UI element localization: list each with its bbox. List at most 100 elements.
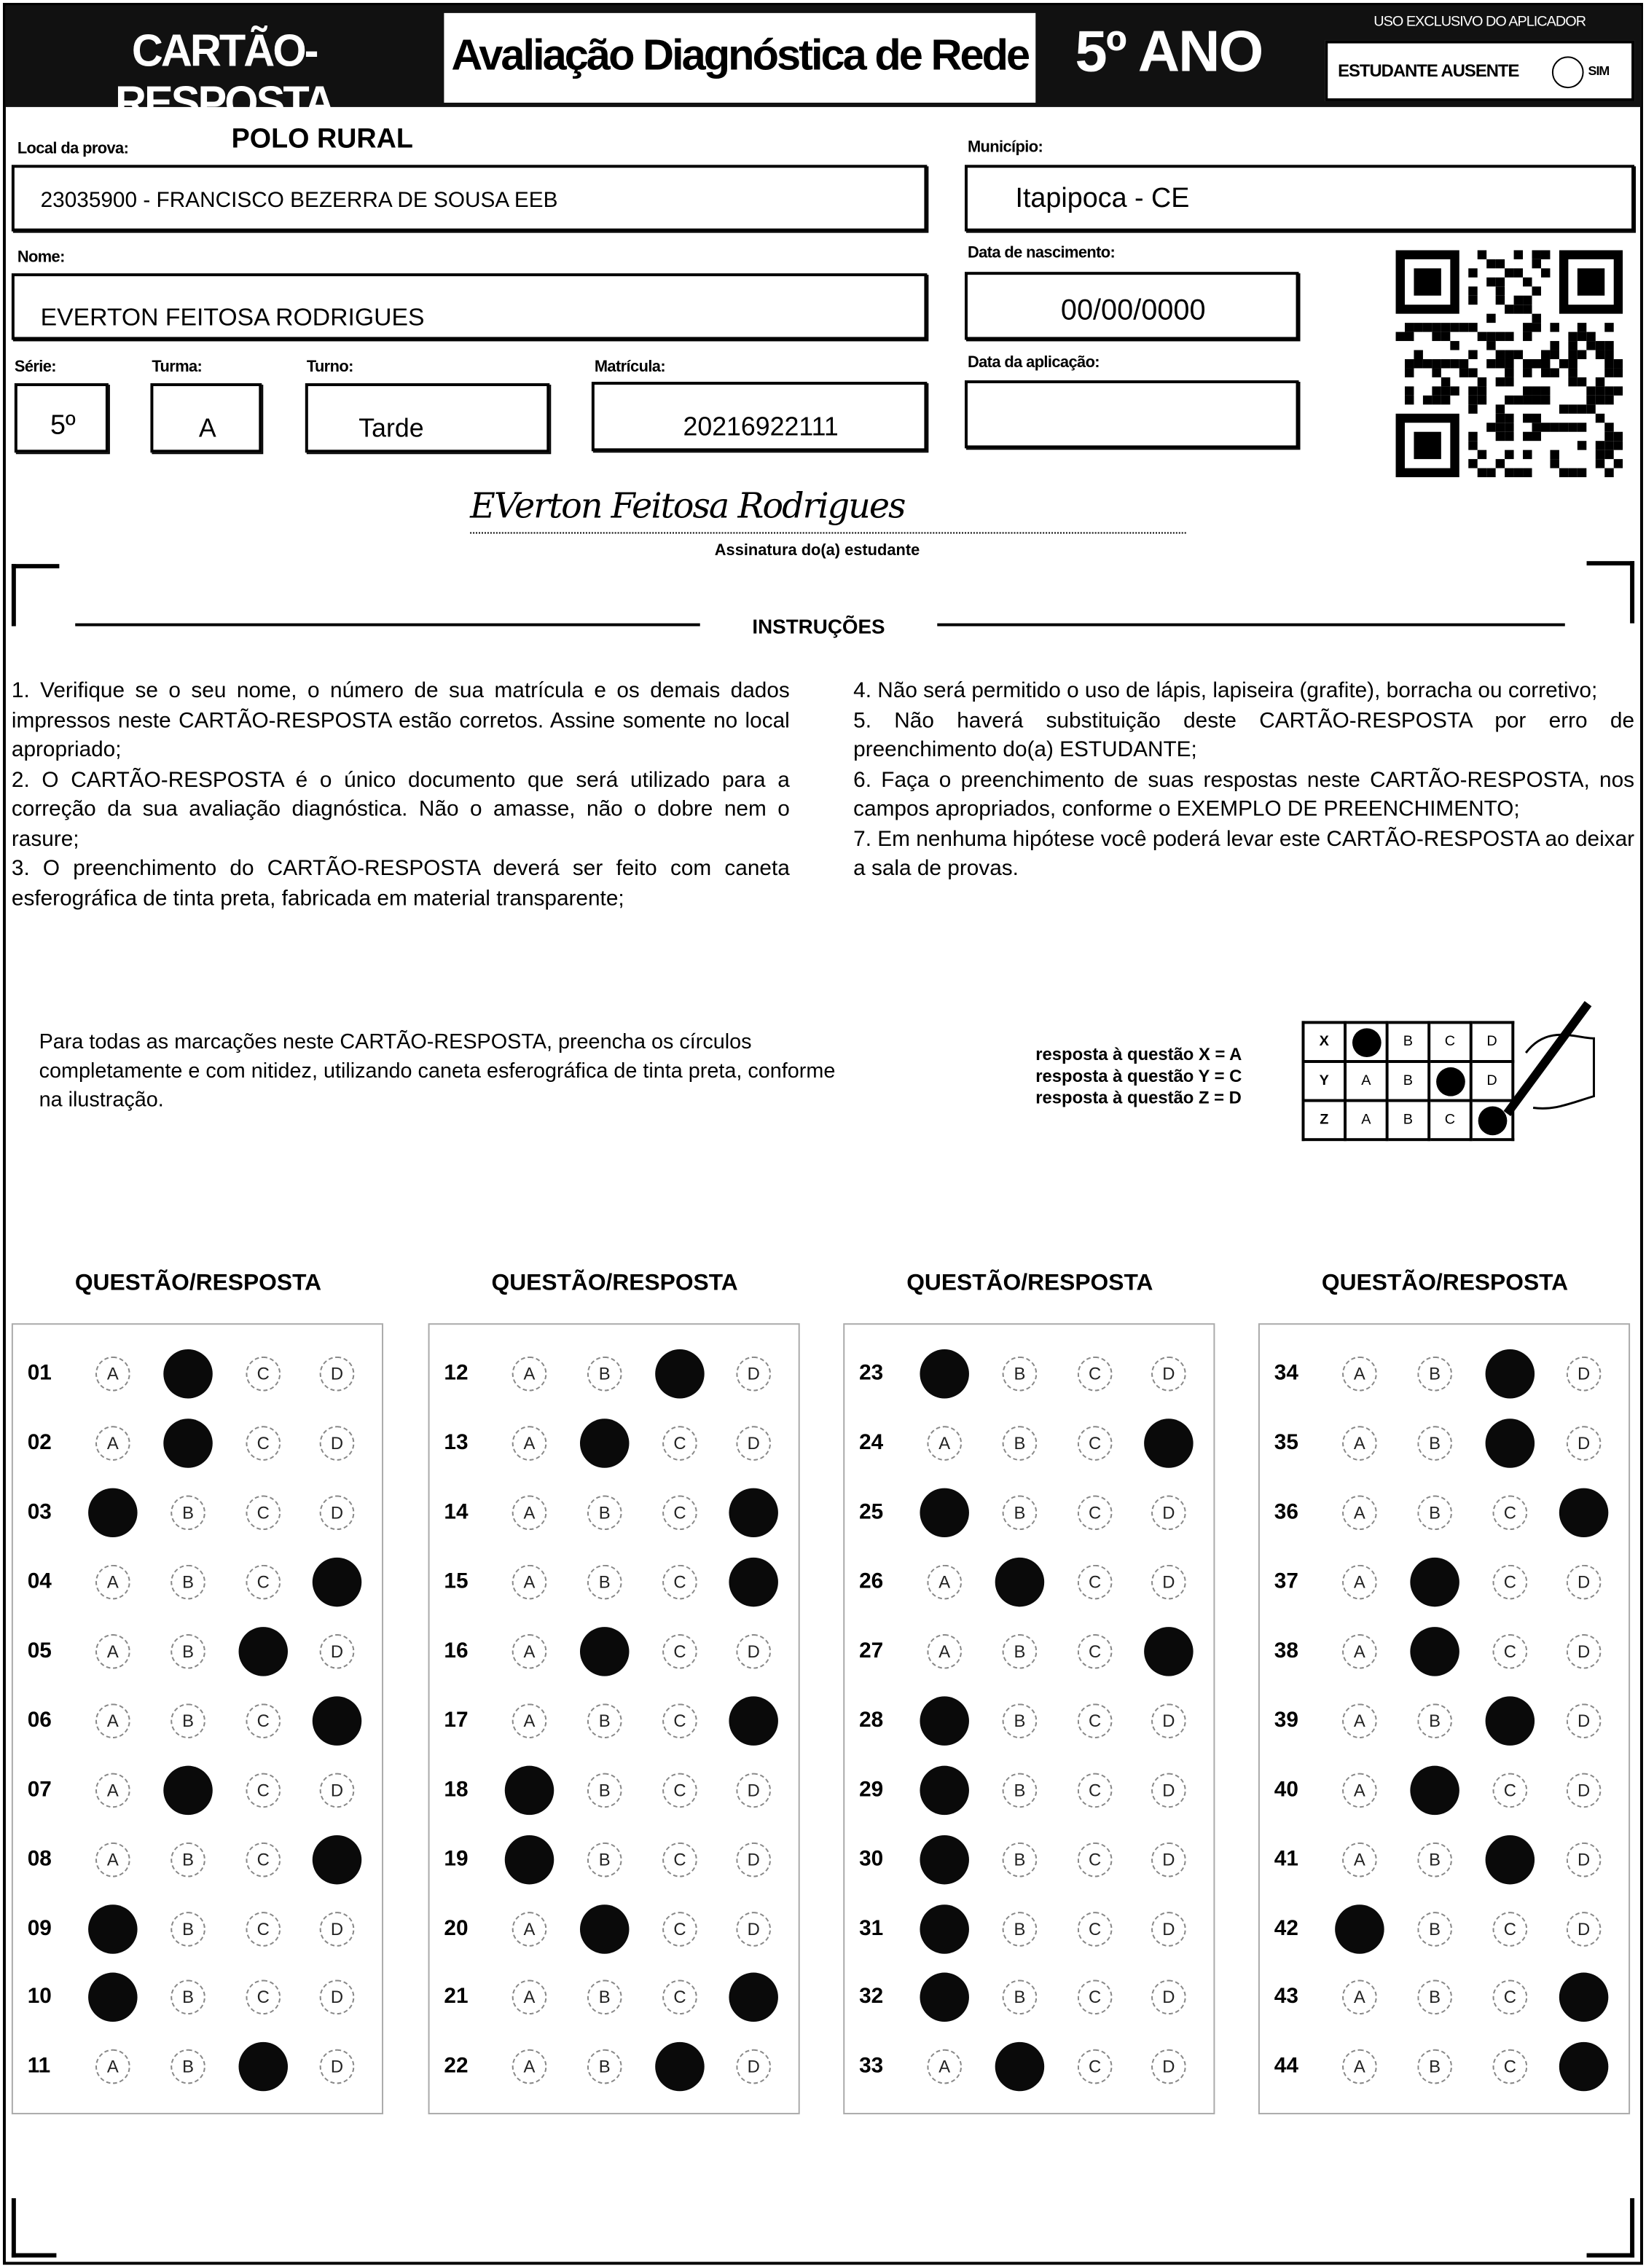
answer-bubble-c[interactable]: C [246, 1912, 281, 1947]
answer-bubble-b-filled[interactable] [1410, 1557, 1459, 1607]
answer-bubble-a[interactable]: A [95, 1703, 130, 1738]
answer-bubble-c[interactable]: C [1077, 1842, 1113, 1877]
answer-bubble-c[interactable]: C [662, 1564, 697, 1600]
answer-bubble-d[interactable]: D [736, 1426, 772, 1461]
answer-bubble-b[interactable]: B [171, 1564, 205, 1600]
answer-bubble-b-filled[interactable] [1410, 1627, 1459, 1676]
answer-bubble-a[interactable]: A [512, 1356, 547, 1392]
answer-bubble-b[interactable]: B [1002, 1912, 1038, 1947]
answer-bubble-c-filled[interactable] [1485, 1349, 1535, 1399]
answer-bubble-a[interactable]: A [512, 1634, 547, 1669]
answer-bubble-c[interactable]: C [1492, 1979, 1528, 2015]
answer-bubble-d[interactable]: D [319, 1912, 355, 1947]
answer-bubble-c[interactable]: C [1077, 1703, 1113, 1738]
answer-bubble-b[interactable]: B [1417, 2049, 1452, 2084]
answer-bubble-c[interactable]: C [1077, 1495, 1113, 1531]
answer-bubble-b-filled[interactable] [579, 1627, 630, 1676]
answer-bubble-c[interactable]: C [662, 1842, 697, 1877]
answer-bubble-d[interactable]: D [319, 1773, 355, 1808]
answer-bubble-d[interactable]: D [1151, 1495, 1186, 1531]
answer-bubble-a[interactable]: A [95, 1842, 130, 1877]
answer-bubble-c[interactable]: C [246, 1842, 281, 1877]
answer-bubble-c-filled[interactable] [655, 1349, 705, 1399]
answer-bubble-c-filled[interactable] [1485, 1419, 1535, 1468]
answer-bubble-c[interactable]: C [1077, 1356, 1113, 1392]
answer-bubble-d[interactable]: D [319, 1426, 355, 1461]
answer-bubble-a-filled[interactable] [88, 1904, 138, 1954]
answer-bubble-d[interactable]: D [736, 1356, 772, 1392]
answer-bubble-d-filled[interactable] [1559, 1488, 1609, 1538]
answer-bubble-c[interactable]: C [246, 1564, 281, 1600]
answer-bubble-d[interactable]: D [319, 1356, 355, 1392]
answer-bubble-a[interactable]: A [512, 1426, 547, 1461]
answer-bubble-a[interactable]: A [95, 1426, 130, 1461]
answer-bubble-b-filled[interactable] [995, 2041, 1045, 2092]
answer-bubble-d[interactable]: D [736, 1773, 772, 1808]
answer-bubble-c-filled[interactable] [655, 2041, 705, 2092]
answer-bubble-d[interactable]: D [1151, 1356, 1186, 1392]
answer-bubble-b[interactable]: B [1002, 1703, 1038, 1738]
answer-bubble-c[interactable]: C [1492, 1634, 1528, 1669]
answer-bubble-b[interactable]: B [587, 1773, 622, 1808]
answer-bubble-d[interactable]: D [1566, 1703, 1602, 1738]
answer-bubble-a-filled[interactable] [920, 1835, 969, 1885]
answer-bubble-d-filled[interactable] [729, 1488, 778, 1538]
answer-bubble-b-filled[interactable] [163, 1765, 213, 1816]
answer-bubble-d[interactable]: D [1151, 1564, 1186, 1600]
answer-bubble-a[interactable]: A [1342, 1564, 1377, 1600]
answer-bubble-a[interactable]: A [512, 2049, 547, 2084]
answer-bubble-a[interactable]: A [512, 1564, 547, 1600]
answer-bubble-d[interactable]: D [1151, 1842, 1186, 1877]
answer-bubble-c[interactable]: C [1492, 1564, 1528, 1600]
answer-bubble-a-filled[interactable] [88, 1972, 138, 2022]
answer-bubble-c[interactable]: C [1077, 1979, 1113, 2015]
answer-bubble-d[interactable]: D [1566, 1912, 1602, 1947]
answer-bubble-d[interactable]: D [319, 1495, 355, 1531]
answer-bubble-d[interactable]: D [736, 1634, 772, 1669]
answer-bubble-c[interactable]: C [662, 1979, 697, 2015]
answer-bubble-b[interactable]: B [1002, 1634, 1038, 1669]
answer-bubble-d[interactable]: D [1151, 1773, 1186, 1808]
answer-bubble-a[interactable]: A [1342, 2049, 1377, 2084]
answer-bubble-c-filled[interactable] [238, 2041, 289, 2092]
answer-bubble-b-filled[interactable] [1410, 1765, 1459, 1816]
answer-bubble-a[interactable]: A [95, 2049, 130, 2084]
answer-bubble-b[interactable]: B [1417, 1356, 1452, 1392]
answer-bubble-a[interactable]: A [95, 1773, 130, 1808]
answer-bubble-d-filled[interactable] [312, 1696, 362, 1746]
answer-bubble-d-filled[interactable] [1559, 2041, 1609, 2092]
answer-bubble-c[interactable]: C [1077, 1773, 1113, 1808]
answer-bubble-b[interactable]: B [587, 1703, 622, 1738]
answer-bubble-c-filled[interactable] [1485, 1696, 1535, 1746]
answer-bubble-d[interactable]: D [1151, 2049, 1186, 2084]
answer-bubble-b[interactable]: B [1417, 1426, 1452, 1461]
answer-bubble-d[interactable]: D [1566, 1773, 1602, 1808]
answer-bubble-a[interactable]: A [927, 2049, 963, 2084]
answer-bubble-a-filled[interactable] [504, 1835, 554, 1885]
answer-bubble-c-filled[interactable] [238, 1627, 289, 1676]
answer-bubble-c[interactable]: C [1492, 1773, 1528, 1808]
answer-bubble-b-filled[interactable] [163, 1419, 213, 1468]
answer-bubble-d-filled[interactable] [729, 1696, 778, 1746]
answer-bubble-b[interactable]: B [171, 1634, 205, 1669]
answer-bubble-b[interactable]: B [587, 1979, 622, 2015]
answer-bubble-b[interactable]: B [171, 1979, 205, 2015]
answer-bubble-c[interactable]: C [1492, 1495, 1528, 1531]
answer-bubble-a[interactable]: A [1342, 1495, 1377, 1531]
answer-bubble-d-filled[interactable] [1559, 1972, 1609, 2022]
answer-bubble-a[interactable]: A [1342, 1634, 1377, 1669]
answer-bubble-a-filled[interactable] [920, 1696, 969, 1746]
answer-bubble-d-filled[interactable] [312, 1557, 362, 1607]
answer-bubble-a[interactable]: A [1342, 1979, 1377, 2015]
answer-bubble-b[interactable]: B [1417, 1703, 1452, 1738]
answer-bubble-d-filled[interactable] [1144, 1627, 1194, 1676]
answer-bubble-c[interactable]: C [1492, 1912, 1528, 1947]
answer-bubble-c[interactable]: C [246, 1356, 281, 1392]
answer-bubble-a-filled[interactable] [920, 1904, 969, 1954]
answer-bubble-a[interactable]: A [1342, 1703, 1377, 1738]
answer-bubble-b[interactable]: B [171, 1495, 205, 1531]
answer-bubble-d[interactable]: D [736, 2049, 772, 2084]
answer-bubble-c[interactable]: C [662, 1703, 697, 1738]
answer-bubble-d-filled[interactable] [1144, 1419, 1194, 1468]
answer-bubble-a[interactable]: A [1342, 1356, 1377, 1392]
